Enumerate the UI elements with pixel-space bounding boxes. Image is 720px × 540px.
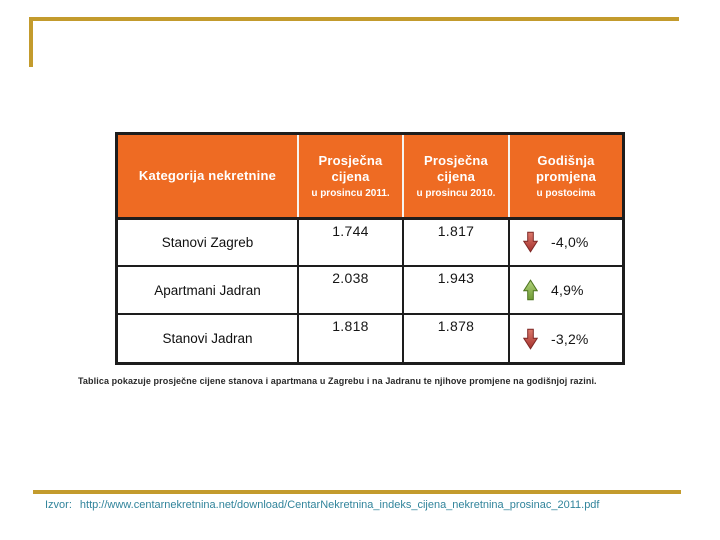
header-annual-change: Godišnja promjena u postocima	[508, 135, 622, 220]
header-price-2010-label: Prosječna cijena	[424, 152, 488, 184]
category-cell: Stanovi Jadran	[118, 314, 298, 362]
header-price-2011: Prosječna cijena u prosincu 2011.	[297, 135, 403, 220]
arrow-down-icon	[523, 328, 538, 350]
table-header-row: Kategorija nekretnine Prosječna cijena u…	[118, 135, 622, 220]
header-price-2011-sublabel: u prosincu 2011.	[311, 188, 390, 199]
change-value: -4,0%	[551, 234, 589, 251]
header-annual-change-label: Godišnja promjena	[535, 152, 597, 184]
arrow-down-icon	[523, 231, 538, 253]
arrow-up-icon	[523, 279, 538, 301]
source-line: Izvor: http://www.centarnekretnina.net/do…	[45, 499, 705, 511]
category-cell: Apartmani Jadran	[118, 266, 298, 315]
change-value: 4,9%	[551, 282, 584, 298]
header-category-label: Kategorija nekretnine	[138, 167, 277, 183]
gold-bottom-rule	[33, 490, 681, 494]
price-2010-cell: 1.817	[402, 218, 509, 267]
price-2010-cell: 1.878	[402, 314, 509, 362]
change-cell: -3,2%	[508, 314, 622, 362]
gold-corner-vertical-line	[29, 17, 33, 67]
change-value: -3,2%	[551, 330, 589, 347]
header-price-2011-label: Prosječna cijena	[318, 152, 383, 184]
table-row: Stanovi Jadran 1.818 1.878 -3,2%	[118, 314, 622, 362]
header-annual-change-sublabel: u postocima	[536, 188, 596, 199]
price-2011-cell: 2.038	[297, 266, 403, 315]
header-category: Kategorija nekretnine	[118, 135, 298, 220]
header-price-2010-sublabel: u prosincu 2010.	[416, 188, 496, 199]
gold-corner-horizontal-line	[29, 17, 679, 21]
price-2011-cell: 1.818	[297, 314, 403, 362]
category-cell: Stanovi Zagreb	[118, 218, 298, 267]
source-label: Izvor:	[45, 499, 72, 511]
source-url: http://www.centarnekretnina.net/download…	[79, 499, 600, 511]
table-caption: Tablica pokazuje prosječne cijene stanov…	[78, 376, 597, 386]
change-cell: 4,9%	[508, 266, 622, 315]
real-estate-price-table: Kategorija nekretnine Prosječna cijena u…	[115, 132, 625, 365]
price-2010-cell: 1.943	[402, 266, 509, 315]
header-price-2010: Prosječna cijena u prosincu 2010.	[402, 135, 509, 220]
table-row: Stanovi Zagreb 1.744 1.817 -4,0%	[118, 218, 622, 267]
change-cell: -4,0%	[508, 218, 622, 267]
price-2011-cell: 1.744	[297, 218, 403, 267]
table-row: Apartmani Jadran 2.038 1.943 4,9%	[118, 266, 622, 315]
